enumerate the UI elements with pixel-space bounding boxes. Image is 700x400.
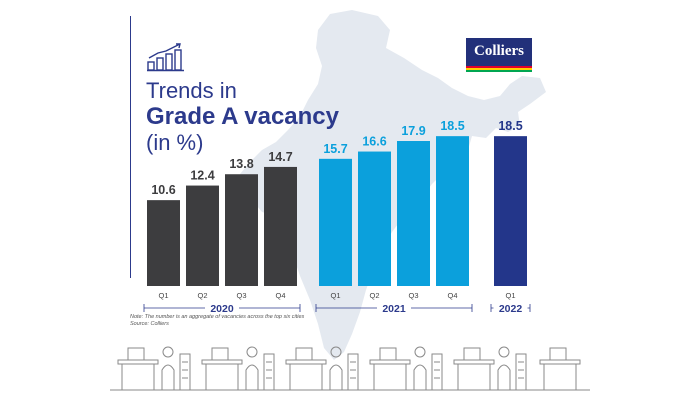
year-label-2020: 2020 xyxy=(210,303,234,315)
tick-label-2021-q2: Q2 xyxy=(369,291,379,300)
bar-2020-q2 xyxy=(186,185,219,286)
tick-label-2022-q1: Q1 xyxy=(505,291,515,300)
tick-label-2021-q4: Q4 xyxy=(447,291,457,300)
year-label-bg-2021 xyxy=(377,302,411,314)
bar-2021-q1 xyxy=(319,158,352,286)
tick-label-2020-q1: Q1 xyxy=(158,291,168,300)
value-label-2021-q3: 17.9 xyxy=(401,124,425,138)
left-vertical-rule xyxy=(130,16,131,278)
year-label-2022: 2022 xyxy=(499,303,523,315)
logo-stripe-yellow xyxy=(466,68,532,70)
value-label-2020-q3: 13.8 xyxy=(229,157,253,171)
bar-2021-q3 xyxy=(397,141,430,286)
india-map-shape xyxy=(240,10,546,360)
year-label-bg-2020 xyxy=(205,302,239,314)
value-label-2021-q1: 15.7 xyxy=(323,142,347,156)
tick-label-2020-q3: Q3 xyxy=(236,291,246,300)
colliers-logo-text: Colliers xyxy=(474,43,524,59)
year-label-bg-2022 xyxy=(493,302,528,314)
bar-chart-growth-icon xyxy=(147,43,184,72)
value-label-2020-q2: 12.4 xyxy=(190,169,214,183)
value-label-2022-q1: 18.5 xyxy=(498,119,522,133)
office-workspace-illustration xyxy=(110,346,590,391)
bar-2020-q4 xyxy=(264,166,297,286)
footnote: Note: The number is an aggregate of vaca… xyxy=(130,314,304,328)
value-label-2021-q2: 16.6 xyxy=(362,135,386,149)
bar-2021-q2 xyxy=(358,151,391,286)
tick-label-2021-q3: Q3 xyxy=(408,291,418,300)
logo-stripe-red xyxy=(466,66,532,68)
value-label-2020-q1: 10.6 xyxy=(151,183,175,197)
title-line-2: Grade A vacancy xyxy=(146,103,339,130)
logo-stripe-green xyxy=(466,70,532,72)
tick-label-2020-q2: Q2 xyxy=(197,291,207,300)
chart-title: Trends in Grade A vacancy (in %) xyxy=(146,78,339,156)
value-label-2021-q4: 18.5 xyxy=(440,119,464,133)
year-label-2021: 2021 xyxy=(382,303,406,315)
value-label-2020-q4: 14.7 xyxy=(268,150,292,164)
title-line-1: Trends in xyxy=(146,78,237,103)
bar-2020-q1 xyxy=(147,200,180,286)
colliers-logo: Colliers xyxy=(466,38,532,72)
bar-2022-q1 xyxy=(494,136,527,286)
tick-label-2020-q4: Q4 xyxy=(275,291,285,300)
title-line-3: (in %) xyxy=(146,130,204,155)
bar-2021-q4 xyxy=(436,136,469,286)
note-text: Note: The number is an aggregate of vaca… xyxy=(130,314,305,320)
source-text: Source: Colliers xyxy=(130,321,169,327)
logo-stripes xyxy=(466,66,532,72)
bar-2020-q3 xyxy=(225,174,258,286)
tick-label-2021-q1: Q1 xyxy=(330,291,340,300)
